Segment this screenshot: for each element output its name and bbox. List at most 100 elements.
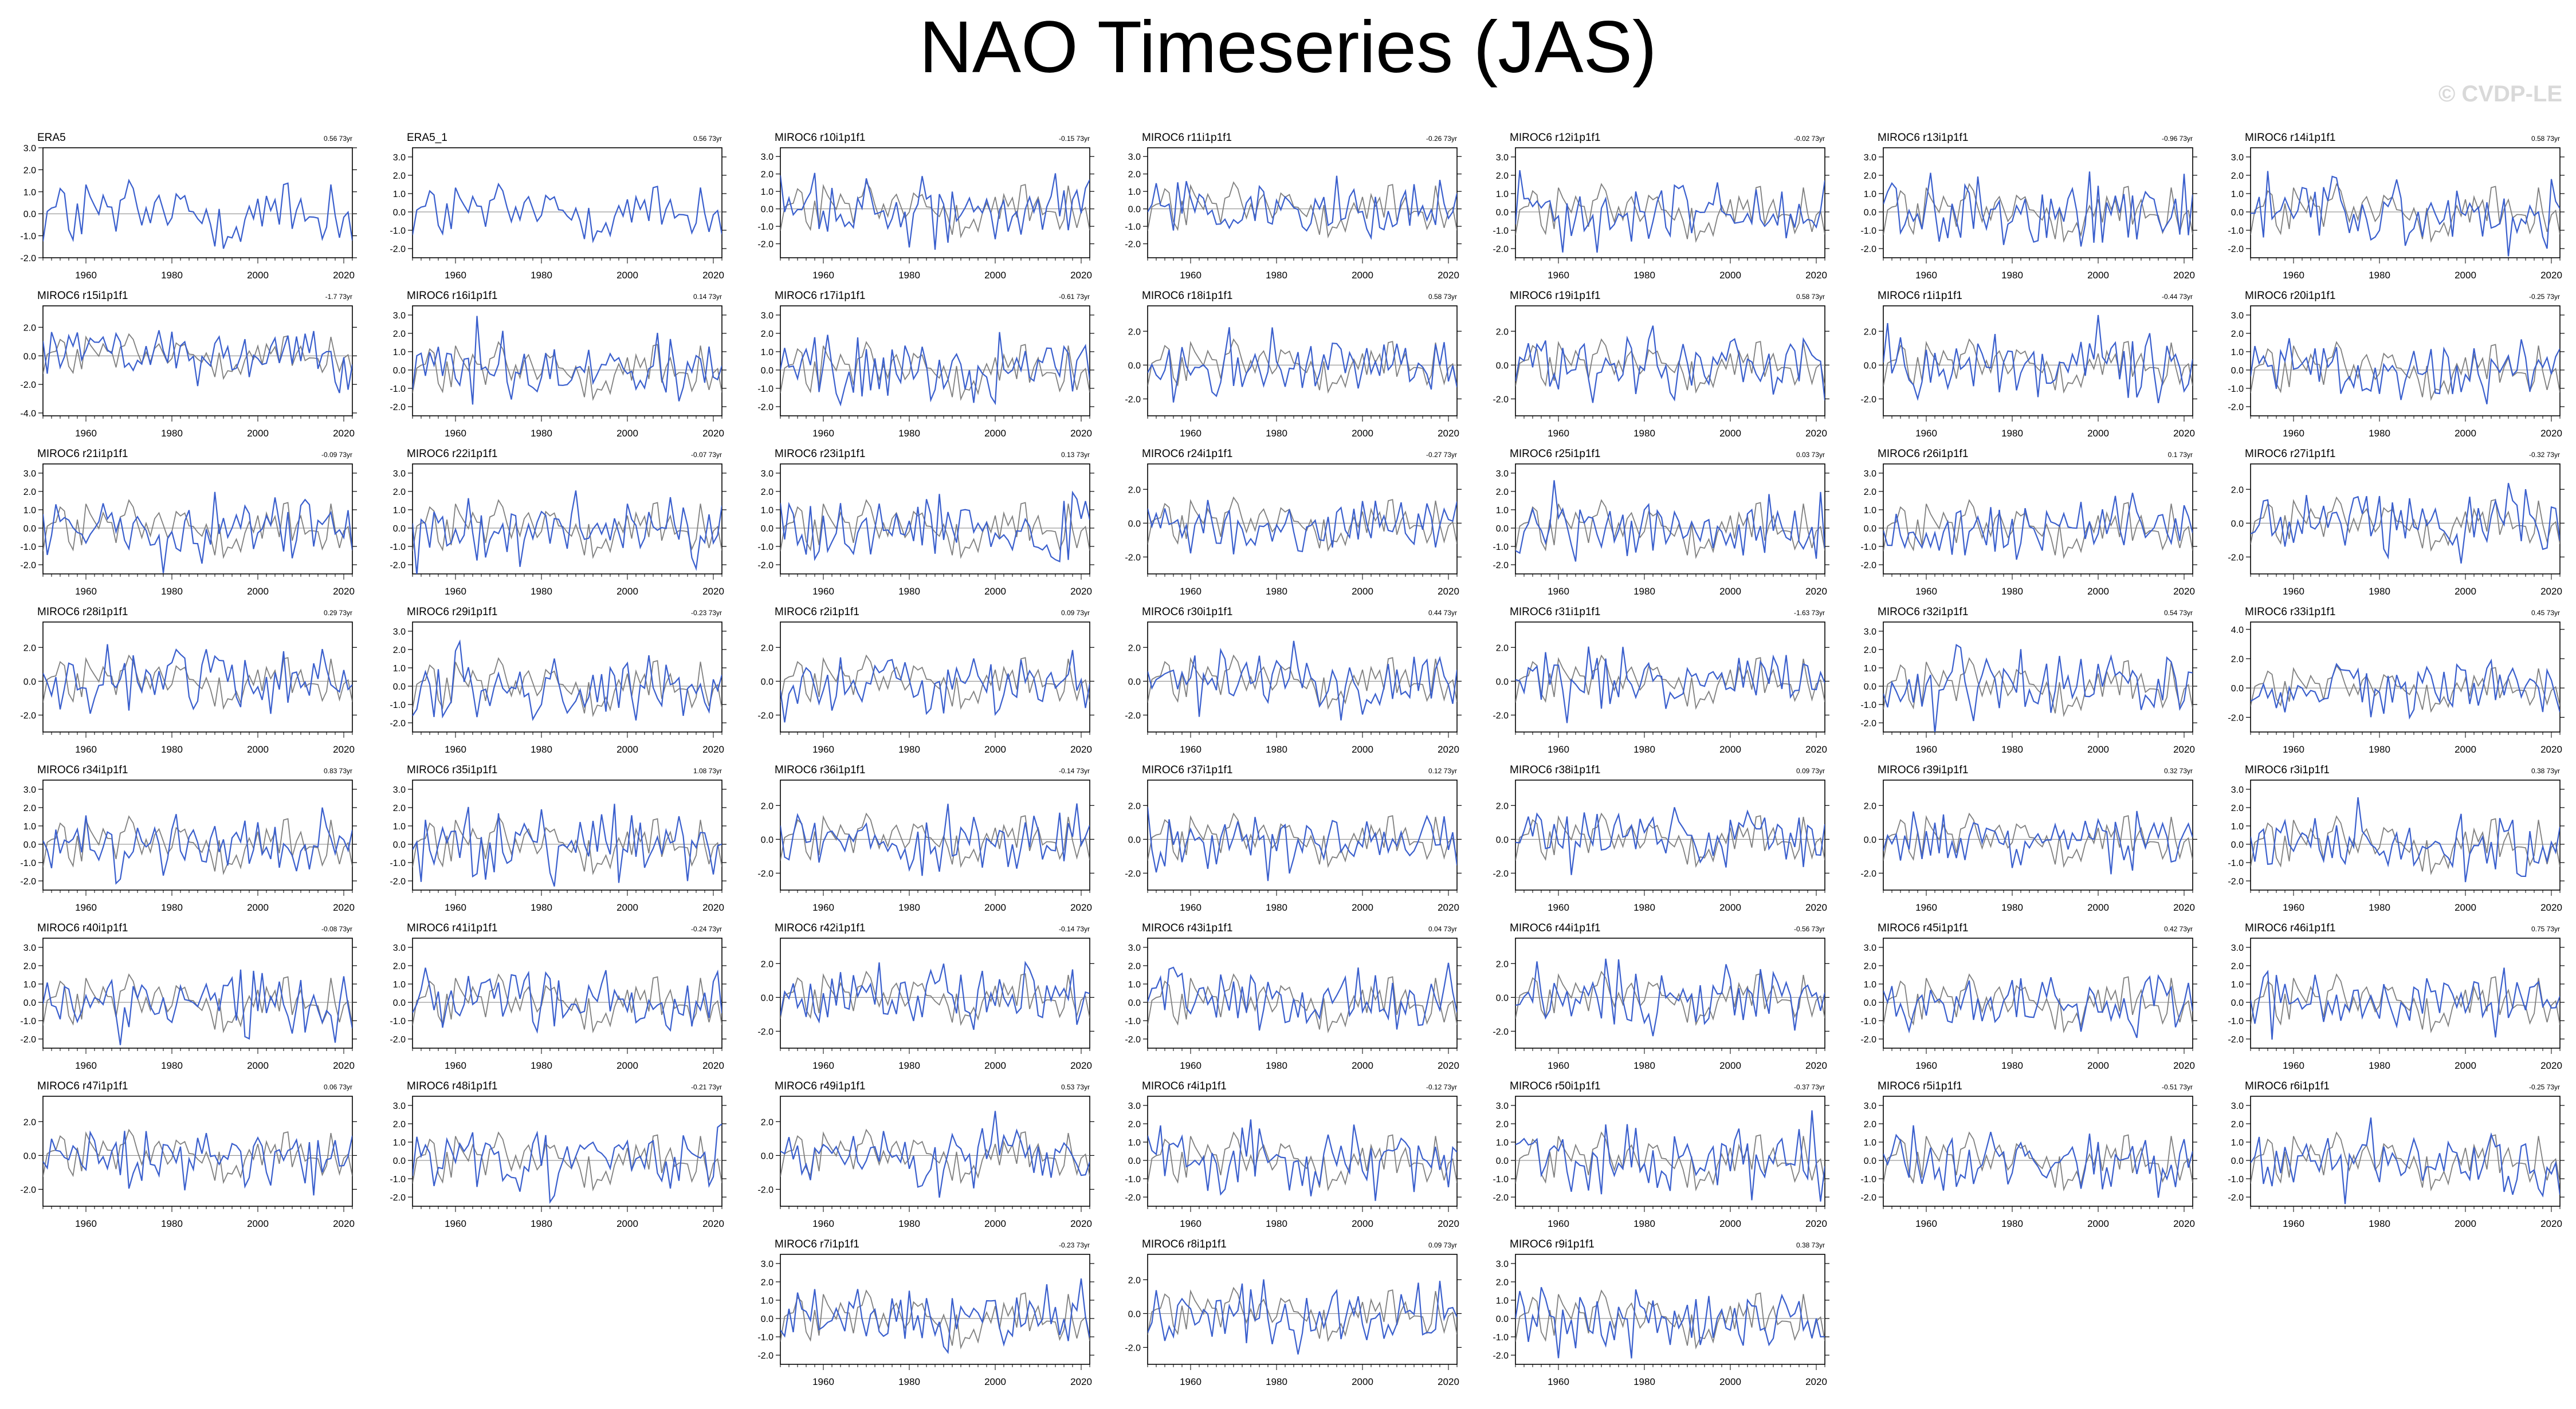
x-tick-label: 2020 <box>1805 902 1827 913</box>
panel-title: MIROC6 r20i1p1f1 <box>2245 290 2335 302</box>
obs-series-line <box>780 181 1090 239</box>
y-tick-label: -1.0 <box>1860 1017 1876 1026</box>
y-tick-label: -2.0 <box>20 380 36 390</box>
y-tick-label: -1.0 <box>1493 542 1509 552</box>
y-tick-label: 1.0 <box>2231 348 2244 357</box>
member-series-line <box>413 490 722 574</box>
y-tick-label: 2.0 <box>761 487 773 497</box>
x-tick-label: 1960 <box>1548 902 1569 913</box>
y-tick-label: -1.0 <box>1493 1333 1509 1343</box>
member-series-line <box>2251 1117 2560 1205</box>
member-series-line <box>1883 1125 2193 1198</box>
panel-miroc6-r38i1p1f1: MIROC6 r38i1p1f1 0.09 73yr 2.0 0.0 -2.0 1960 1… <box>1493 764 1829 913</box>
x-tick-label: 1980 <box>2001 744 2023 755</box>
panel-trend: -0.15 73yr <box>1059 135 1090 143</box>
x-tick-label: 1960 <box>1915 586 1937 597</box>
panel-frame <box>2250 305 2561 416</box>
y-tick-label: -1.0 <box>390 700 406 710</box>
y-tick-label: 2.0 <box>23 804 36 813</box>
x-tick-label: 1960 <box>1548 270 1569 281</box>
y-tick-label: -2.0 <box>1860 395 1876 404</box>
member-series-line <box>2251 658 2560 720</box>
y-tick-label: -2.0 <box>757 1027 773 1037</box>
member-series-line <box>780 1278 1090 1355</box>
member-series-line <box>780 803 1090 876</box>
x-tick-label: 1980 <box>898 902 920 913</box>
y-tick-label: 2.0 <box>1496 327 1509 337</box>
panel-title: MIROC6 r36i1p1f1 <box>775 764 865 776</box>
panel-miroc6-r11i1p1f1: MIROC6 r11i1p1f1 -0.26 73yr 3.0 2.0 1.0 0.0 -1… <box>1125 132 1462 281</box>
x-tick-label: 1980 <box>1633 744 1655 755</box>
x-tick-label: 2020 <box>2173 744 2195 755</box>
y-tick-label: 0.0 <box>2231 519 2244 529</box>
x-tick-label: 2020 <box>1070 1060 1092 1071</box>
panel-miroc6-r21i1p1f1: MIROC6 r21i1p1f1 -0.09 73yr 3.0 2.0 1.0 0.0 -1… <box>20 448 357 597</box>
obs-series-line <box>1883 973 2193 1034</box>
y-tick-label: -2.0 <box>20 254 36 263</box>
panel-trend: -0.23 73yr <box>691 609 722 617</box>
x-tick-label: 2020 <box>2173 1218 2195 1229</box>
obs-series-line <box>1515 499 1825 560</box>
panel-era5: ERA5 0.56 73yr 3.0 2.0 1.0 0.0 -1.0 -2.0 1960 198… <box>20 132 357 281</box>
y-tick-label: -1.0 <box>390 1175 406 1184</box>
y-tick-label: 3.0 <box>1128 943 1141 953</box>
x-tick-label: 1980 <box>1266 1218 1287 1229</box>
panel-frame <box>780 147 1090 258</box>
panel-miroc6-r40i1p1f1: MIROC6 r40i1p1f1 -0.08 73yr 3.0 2.0 1.0 0.0 -1… <box>20 922 357 1071</box>
panel-miroc6-r28i1p1f1: MIROC6 r28i1p1f1 0.29 73yr 2.0 0.0 -2.0 1960 1… <box>20 606 357 755</box>
y-tick-label: -2.0 <box>1493 1193 1509 1203</box>
y-tick-label: 1.0 <box>1864 664 1876 674</box>
obs-series-line <box>413 341 722 402</box>
x-tick-label: 2020 <box>2173 902 2195 913</box>
panel-trend: 0.09 73yr <box>1796 767 1825 775</box>
x-tick-label: 2000 <box>984 1376 1006 1387</box>
panel-title: MIROC6 r27i1p1f1 <box>2245 448 2335 460</box>
panel-frame <box>42 938 353 1049</box>
panel-frame <box>1147 463 1458 574</box>
obs-series-line <box>43 815 352 876</box>
x-tick-label: 2000 <box>1719 744 1741 755</box>
y-tick-label: -1.0 <box>1493 1175 1509 1184</box>
y-tick-label: 3.0 <box>23 785 36 795</box>
y-tick-label: 2.0 <box>2231 655 2244 664</box>
y-tick-label: -2.0 <box>1860 719 1876 729</box>
x-tick-label: 2020 <box>1805 428 1827 439</box>
panel-trend: -1.63 73yr <box>1794 609 1825 617</box>
x-tick-label: 1960 <box>445 428 466 439</box>
panel-trend: 0.12 73yr <box>1428 767 1457 775</box>
x-tick-label: 1960 <box>1548 1060 1569 1071</box>
y-tick-label: 0.0 <box>1864 682 1876 692</box>
x-tick-label: 2020 <box>1438 744 1459 755</box>
x-tick-label: 1960 <box>1548 1218 1569 1229</box>
panel-trend: -0.07 73yr <box>691 451 722 459</box>
y-tick-label: 0.0 <box>393 998 406 1008</box>
y-tick-label: 0.0 <box>1864 524 1876 534</box>
y-tick-label: 3.0 <box>393 785 406 795</box>
y-tick-label: 2.0 <box>1864 1120 1876 1129</box>
y-tick-label: 3.0 <box>23 469 36 479</box>
panel-trend: -0.23 73yr <box>1059 1241 1090 1249</box>
x-tick-label: 2000 <box>1352 1218 1373 1229</box>
x-tick-label: 2000 <box>2455 270 2476 281</box>
panel-title: MIROC6 r8i1p1f1 <box>1142 1238 1227 1250</box>
y-tick-label: -1.0 <box>20 859 36 868</box>
x-tick-label: 1980 <box>1633 1060 1655 1071</box>
panel-title: MIROC6 r6i1p1f1 <box>2245 1080 2330 1092</box>
x-tick-label: 1960 <box>1915 1218 1937 1229</box>
x-tick-label: 2020 <box>1070 902 1092 913</box>
panel-trend: 0.09 73yr <box>1061 609 1090 617</box>
x-tick-label: 1960 <box>445 270 466 281</box>
y-tick-label: 3.0 <box>1128 152 1141 162</box>
panel-title: MIROC6 r24i1p1f1 <box>1142 448 1232 460</box>
panel-title: MIROC6 r10i1p1f1 <box>775 132 865 144</box>
y-tick-label: 4.0 <box>2231 625 2244 635</box>
x-tick-label: 2020 <box>702 586 724 597</box>
x-tick-label: 2020 <box>1070 428 1092 439</box>
y-tick-label: -2.0 <box>390 561 406 570</box>
panel-title: MIROC6 r45i1p1f1 <box>1878 922 1968 934</box>
y-tick-label: -1.0 <box>1125 1175 1141 1184</box>
y-tick-label: 1.0 <box>2231 822 2244 832</box>
member-series-line <box>43 969 352 1045</box>
y-tick-label: 0.0 <box>393 366 406 376</box>
y-tick-label: -2.0 <box>757 1185 773 1195</box>
